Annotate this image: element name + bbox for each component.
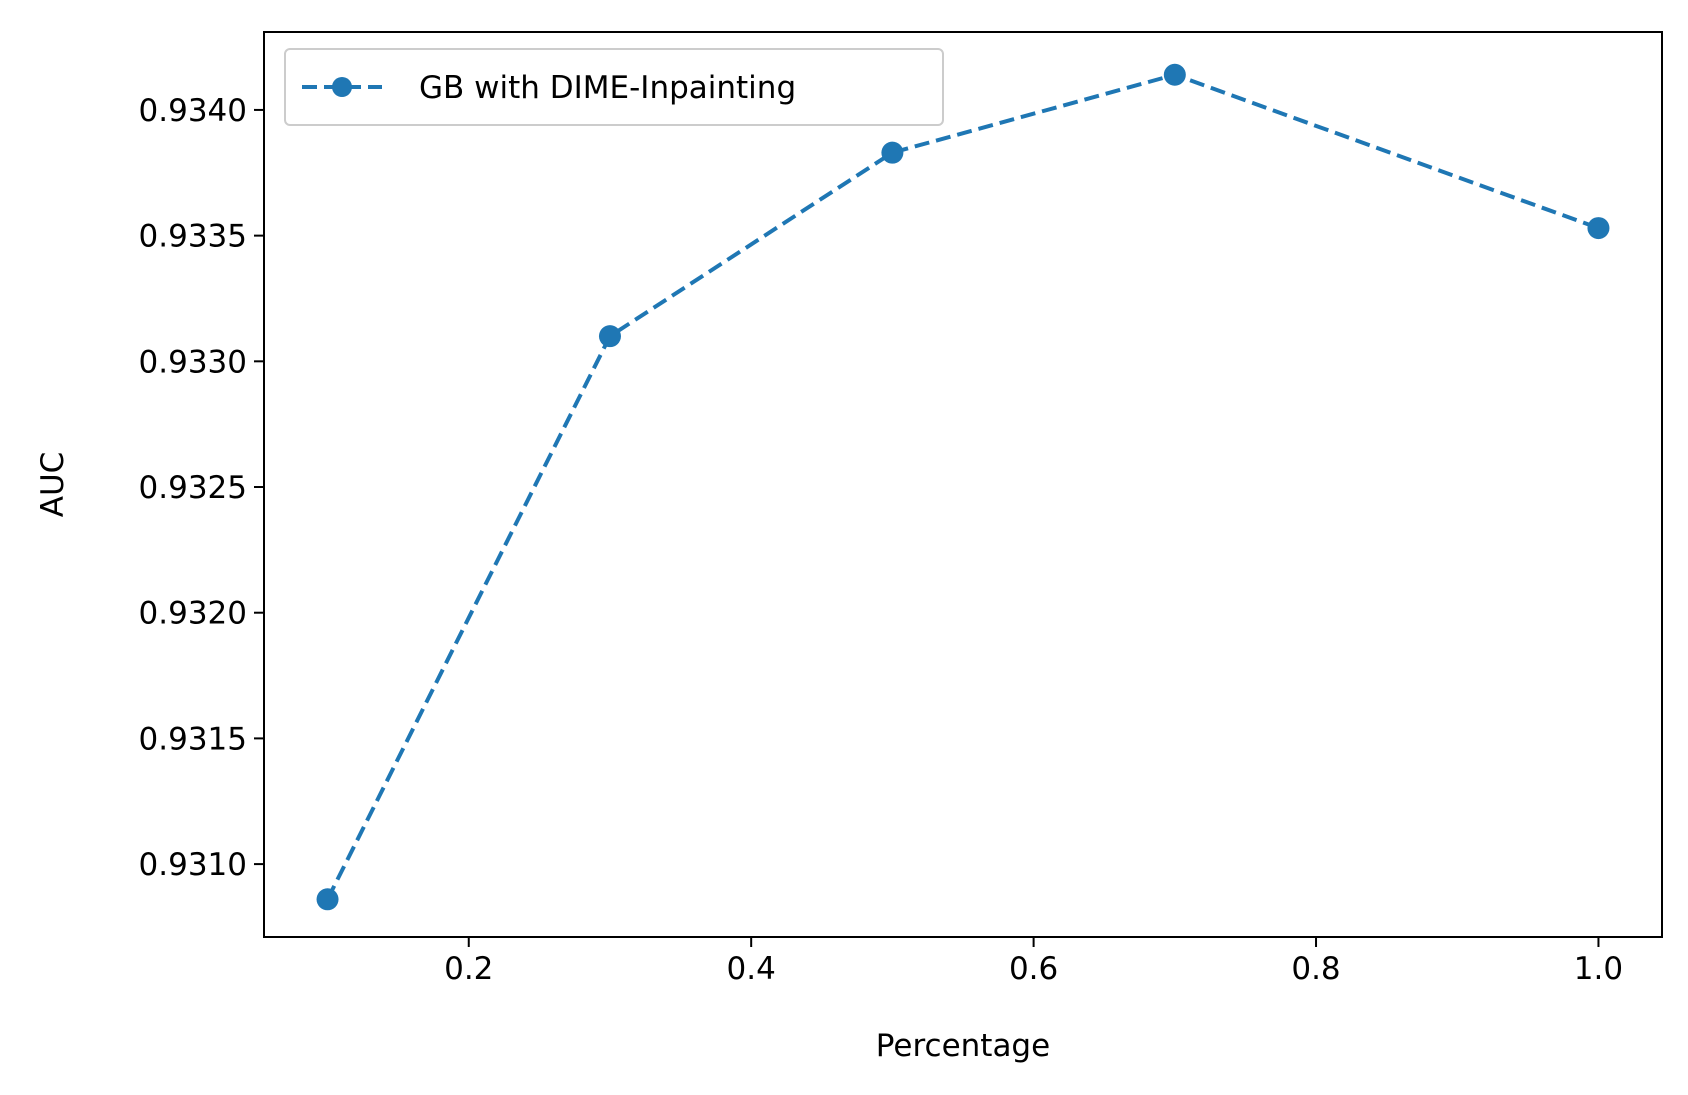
y-tick-label: 0.9315 bbox=[139, 721, 247, 757]
data-point bbox=[316, 888, 339, 911]
data-point bbox=[1587, 217, 1610, 240]
y-tick-label: 0.9335 bbox=[139, 219, 247, 255]
series-line bbox=[325, 72, 1600, 901]
plot-frame bbox=[263, 31, 1663, 938]
legend-box bbox=[284, 48, 944, 126]
y-tick-label: 0.9325 bbox=[139, 470, 247, 506]
x-tick-label: 1.0 bbox=[1574, 951, 1623, 987]
legend-marker bbox=[332, 77, 352, 97]
x-tick-label: 0.8 bbox=[1291, 951, 1340, 987]
y-tick-label: 0.9330 bbox=[139, 344, 247, 380]
x-axis-ticks: 0.2 0.4 0.6 0.8 1.0 bbox=[444, 937, 1623, 987]
y-axis-ticks: 0.9310 0.9315 0.9320 0.9325 0.9330 0.9335 0.93… bbox=[139, 93, 264, 883]
data-point bbox=[881, 141, 904, 164]
data-point bbox=[1163, 63, 1186, 86]
legend: GB with DIME-Inpainting bbox=[284, 48, 944, 126]
data-point bbox=[598, 325, 621, 348]
y-tick-label: 0.9320 bbox=[139, 596, 247, 632]
x-tick-label: 0.4 bbox=[727, 951, 776, 987]
y-tick-label: 0.9310 bbox=[139, 847, 247, 883]
y-tick-label: 0.9340 bbox=[139, 93, 247, 129]
legend-label: GB with DIME-Inpainting bbox=[419, 70, 796, 106]
x-axis-label: Percentage bbox=[876, 1028, 1050, 1064]
x-tick-label: 0.2 bbox=[444, 951, 493, 987]
y-axis-label: AUC bbox=[35, 452, 71, 518]
series-layer bbox=[316, 63, 1610, 911]
x-tick-label: 0.6 bbox=[1009, 951, 1058, 987]
